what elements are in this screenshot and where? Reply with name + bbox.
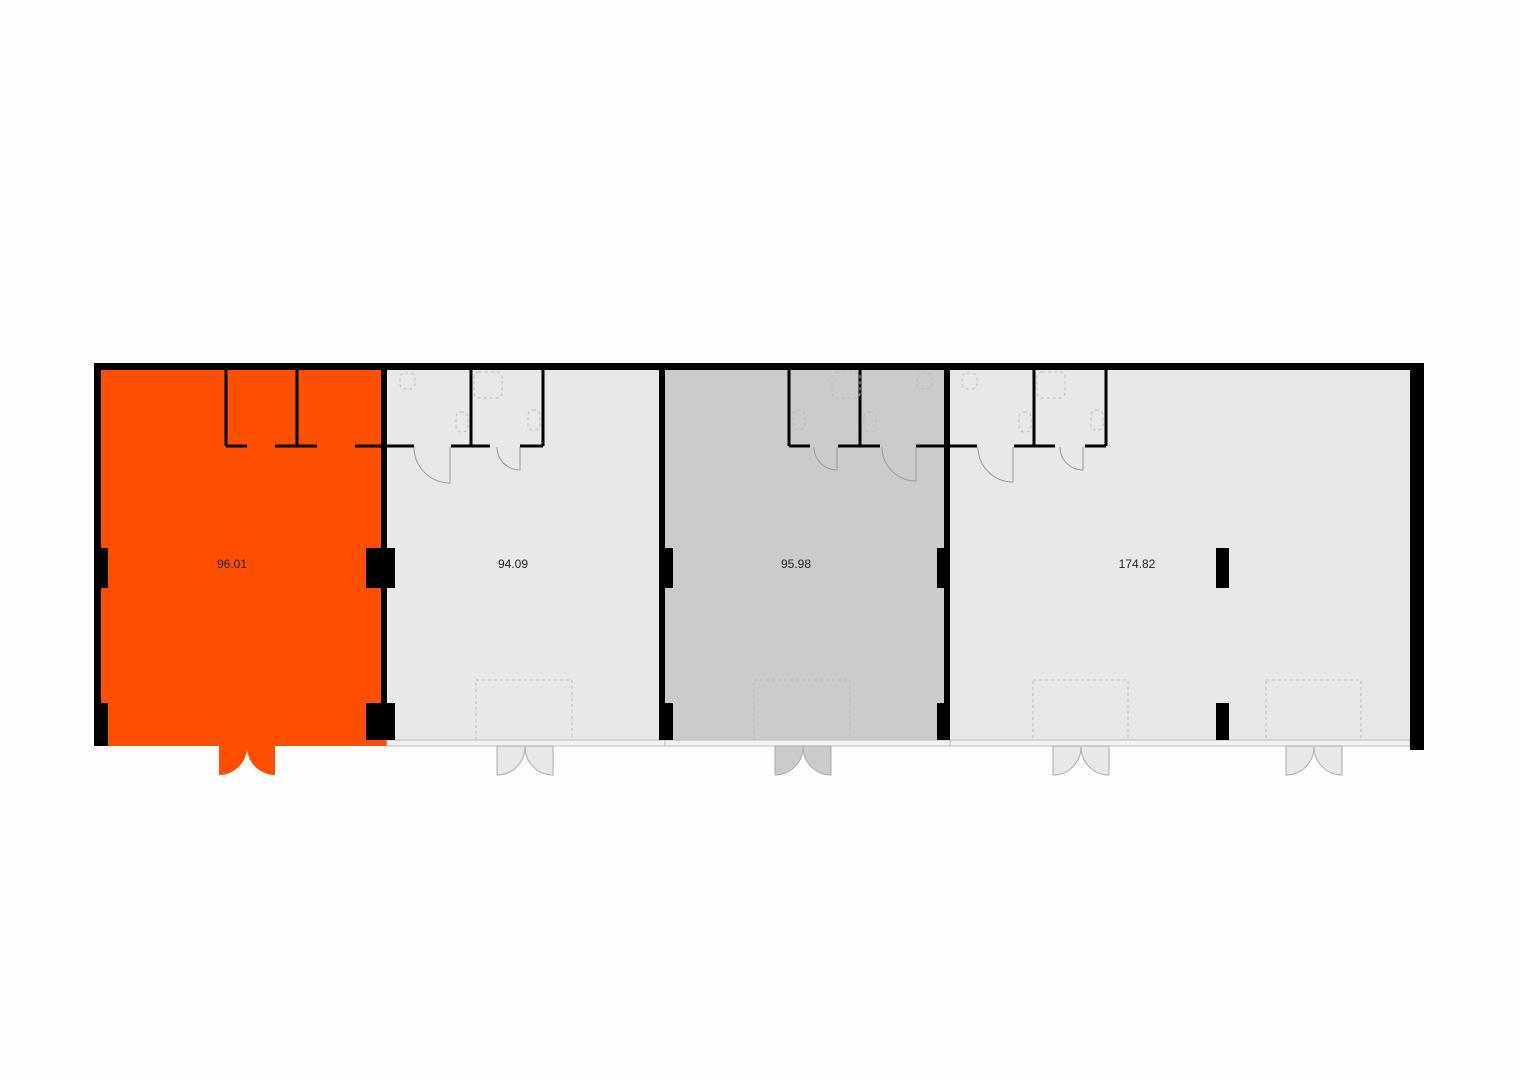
- bathroom-partitions: [224, 370, 1108, 448]
- entrance-zones: [475, 679, 1362, 741]
- unit-4-area-label: 174.82: [1119, 557, 1156, 571]
- unit-3[interactable]: [665, 370, 946, 740]
- entrance-doors: [219, 745, 1343, 776]
- bathroom-doors: [413, 446, 1084, 484]
- entrance-door-unit-4b: [1285, 745, 1343, 776]
- storefront-glazing: [386, 739, 1411, 747]
- unit-2-area-label: 94.09: [498, 557, 528, 571]
- unit-2[interactable]: [387, 370, 662, 740]
- entrance-door-unit-4a: [1052, 745, 1110, 776]
- entrance-door-unit-2: [496, 745, 554, 776]
- entrance-door-unit-3: [774, 745, 832, 776]
- entrance-door-unit-1: [219, 746, 275, 775]
- columns: [94, 548, 1229, 746]
- unit-1-area-label: 96.01: [217, 557, 247, 571]
- unit-1[interactable]: [101, 370, 387, 746]
- toilet-icons: [399, 371, 1104, 433]
- unit-3-area-label: 95.98: [781, 557, 811, 571]
